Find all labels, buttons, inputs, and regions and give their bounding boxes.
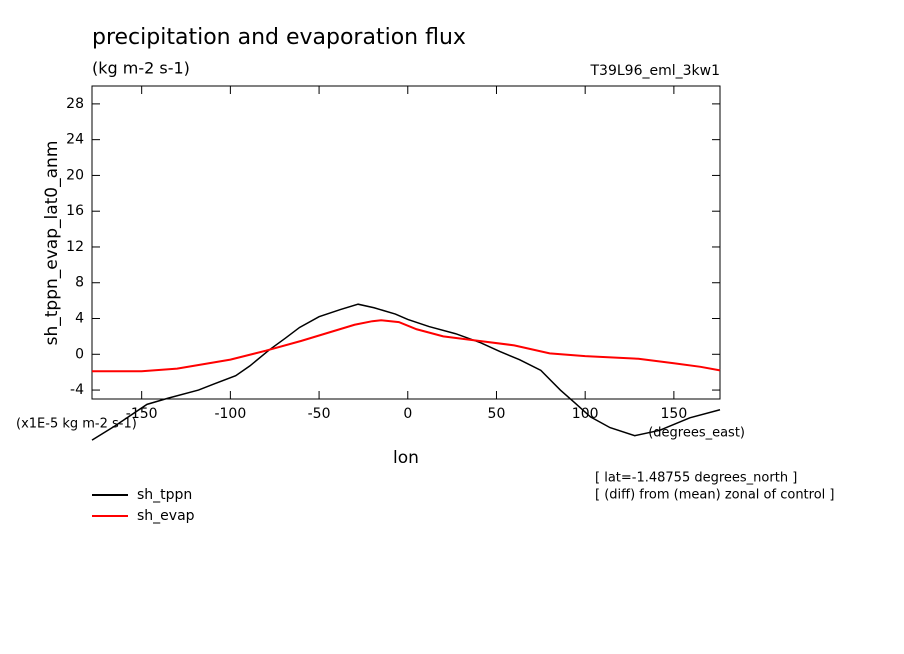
chart-subtitle: (kg m-2 s-1) (92, 59, 190, 78)
y-tick-label: 28 (66, 96, 84, 112)
x-tick-label: -150 (126, 406, 158, 422)
legend-label: sh_tppn (137, 487, 192, 503)
run-label: T39L96_eml_3kw1 (590, 63, 721, 79)
y-tick-label: 20 (66, 167, 84, 183)
x-axis-label: lon (393, 448, 419, 468)
line (91, 303, 721, 441)
x-tick-label: 50 (488, 406, 506, 422)
y-tick-label: 0 (75, 346, 84, 362)
x-tick-label: -50 (308, 406, 331, 422)
annotation: [ (diff) from (mean) zonal of control ] (595, 488, 834, 503)
y-tick-label: 4 (75, 311, 84, 327)
x-tick-label: 0 (403, 406, 412, 422)
line (92, 319, 721, 373)
x-units: (degrees_east) (648, 426, 745, 441)
y-tick-label: 12 (66, 239, 84, 255)
y-tick-label: -4 (70, 382, 84, 398)
x-tick-label: -100 (214, 406, 246, 422)
y-units: (x1E-5 kg m-2 s-1) (16, 417, 137, 432)
legend-label: sh_evap (137, 508, 195, 524)
y-tick-label: 8 (75, 275, 84, 291)
y-tick-label: 24 (66, 132, 84, 148)
annotation: [ lat=-1.48755 degrees_north ] (595, 471, 797, 486)
x-tick-label: 150 (661, 406, 688, 422)
y-tick-label: 16 (66, 203, 84, 219)
y-axis-label: sh_tppn_evap_lat0_anm (42, 141, 62, 346)
plot-frame (91, 85, 721, 400)
chart-title: precipitation and evaporation flux (92, 25, 466, 50)
